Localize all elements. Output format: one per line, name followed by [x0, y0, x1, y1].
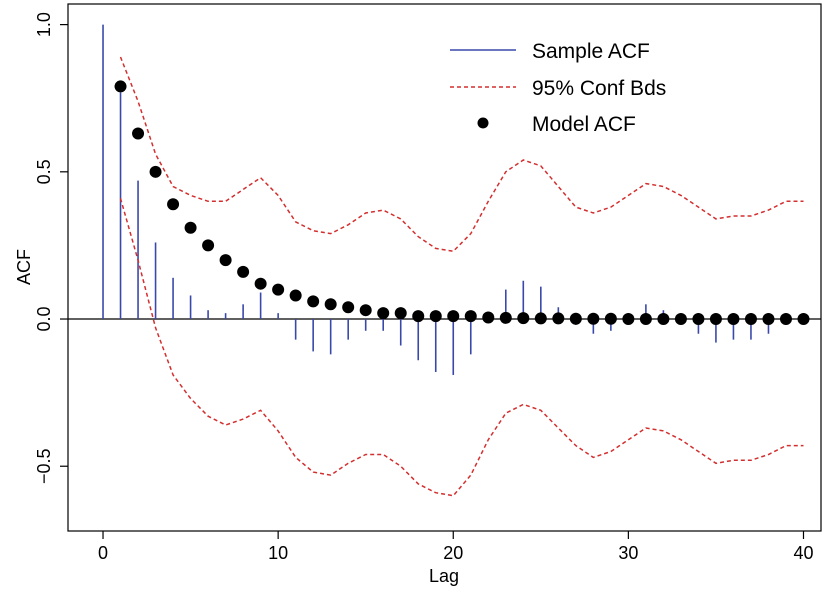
model-acf-point	[657, 313, 670, 326]
plot-marks	[68, 24, 821, 497]
model-acf-point	[114, 80, 127, 93]
plot-frame	[67, 3, 822, 532]
model-acf-point	[132, 127, 145, 140]
model-acf-point	[639, 313, 652, 326]
legend-model-swatch	[477, 117, 489, 129]
model-acf-point	[517, 312, 530, 325]
model-acf-point	[622, 313, 635, 326]
model-acf-point	[394, 307, 407, 320]
legend: Sample ACF 95% Conf Bds Model ACF	[450, 40, 666, 136]
y-axis: −0.5 0.0 0.5 1.0	[34, 12, 68, 484]
model-acf-point	[674, 313, 687, 326]
y-axis-title: ACF	[14, 249, 34, 285]
x-tick-label: 40	[793, 543, 813, 563]
model-acf-point	[604, 312, 617, 325]
x-axis: 0 10 20 30 40	[98, 531, 814, 563]
model-acf-point	[727, 313, 740, 326]
model-acf-point	[534, 312, 547, 325]
model-acf-point	[237, 265, 250, 278]
x-tick-label: 0	[98, 543, 108, 563]
y-tick-label: −0.5	[34, 448, 54, 484]
model-acf-point	[482, 311, 495, 324]
model-acf-point	[307, 295, 320, 308]
model-acf-point	[464, 310, 477, 323]
model-acf-point	[412, 310, 425, 323]
model-acf-point	[289, 289, 302, 302]
legend-bounds-label: 95% Conf Bds	[532, 77, 666, 100]
y-tick-label: 0.0	[34, 307, 54, 332]
x-tick-label: 10	[268, 543, 288, 563]
model-acf-point	[552, 312, 565, 325]
model-acf-point	[324, 298, 337, 311]
model-acf-point	[202, 239, 215, 252]
model-acf-point	[377, 307, 390, 320]
y-tick-label: 0.5	[34, 159, 54, 184]
model-acf-point	[254, 277, 267, 290]
model-acf-point	[692, 313, 705, 326]
model-acf-point	[342, 301, 355, 314]
model-acf-point	[167, 198, 180, 211]
model-acf-point	[779, 313, 792, 326]
model-acf-point	[219, 254, 232, 267]
model-acf-point	[184, 221, 197, 234]
model-acf-point	[569, 312, 582, 325]
upper-conf-bound	[119, 56, 804, 253]
legend-sample-label: Sample ACF	[532, 40, 650, 63]
model-acf-point	[447, 310, 460, 323]
model-acf-point	[709, 313, 722, 326]
model-acf-point	[587, 312, 600, 325]
model-acf-point	[499, 311, 512, 324]
model-acf-point	[762, 313, 775, 326]
x-axis-title: Lag	[429, 566, 459, 586]
y-tick-label: 1.0	[34, 12, 54, 37]
model-acf-point	[359, 304, 372, 317]
model-acf-point	[744, 313, 757, 326]
lower-conf-bound	[119, 198, 804, 497]
model-acf-point	[797, 313, 810, 326]
legend-model-label: Model ACF	[532, 113, 636, 136]
x-tick-label: 20	[443, 543, 463, 563]
x-tick-label: 30	[618, 543, 638, 563]
model-acf-point	[149, 165, 162, 178]
model-acf-point	[429, 310, 442, 323]
model-acf-point	[272, 283, 285, 296]
